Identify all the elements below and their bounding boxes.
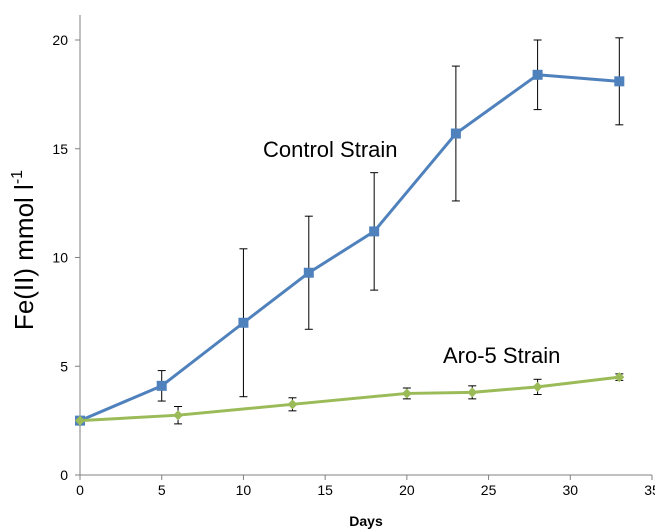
y-tick-label: 0 xyxy=(60,467,68,483)
y-tick-label: 5 xyxy=(60,358,68,374)
data-point xyxy=(532,69,543,80)
data-point xyxy=(303,267,314,278)
series-label-control-strain: Control Strain xyxy=(263,137,398,162)
x-tick-label: 10 xyxy=(236,482,252,498)
y-tick-label: 20 xyxy=(52,32,68,48)
series-line xyxy=(79,73,620,423)
x-tick-label: 15 xyxy=(317,482,333,498)
y-axis-title-text: Fe(II) mmol l xyxy=(9,184,39,330)
series-control-strain xyxy=(75,37,625,426)
y-axis-title: Fe(II) mmol l-1 xyxy=(9,170,39,330)
data-point xyxy=(156,380,167,391)
axes: 0 5 10 15 20 25 30 35 0 5 10 15 20 xyxy=(52,15,655,498)
series-layer xyxy=(75,37,625,426)
data-point xyxy=(467,387,478,398)
x-tick-label: 25 xyxy=(481,482,497,498)
data-point xyxy=(287,399,298,410)
data-point xyxy=(614,372,625,383)
x-tick-label: 30 xyxy=(562,482,578,498)
y-tick-label: 10 xyxy=(52,250,68,266)
y-tick-label: 15 xyxy=(52,141,68,157)
data-point xyxy=(614,76,625,87)
data-point xyxy=(173,410,184,421)
series-aro-5-strain xyxy=(75,372,625,426)
data-point xyxy=(75,415,85,426)
x-tick-label: 5 xyxy=(158,482,166,498)
data-point xyxy=(369,226,380,237)
data-point xyxy=(450,128,461,139)
x-tick-label: 35 xyxy=(644,482,655,498)
x-tick-label: 20 xyxy=(399,482,415,498)
x-tick-label: 0 xyxy=(76,482,84,498)
data-point xyxy=(238,317,249,328)
x-axis-title: Days xyxy=(349,513,383,529)
y-axis-title-superscript: -1 xyxy=(9,170,26,184)
series-label-aro-5-strain: Aro-5 Strain xyxy=(443,343,560,368)
y-ticks: 0 5 10 15 20 xyxy=(52,32,80,483)
data-point xyxy=(401,388,412,399)
data-point xyxy=(532,381,543,392)
x-ticks: 0 5 10 15 20 25 30 35 xyxy=(76,475,655,498)
